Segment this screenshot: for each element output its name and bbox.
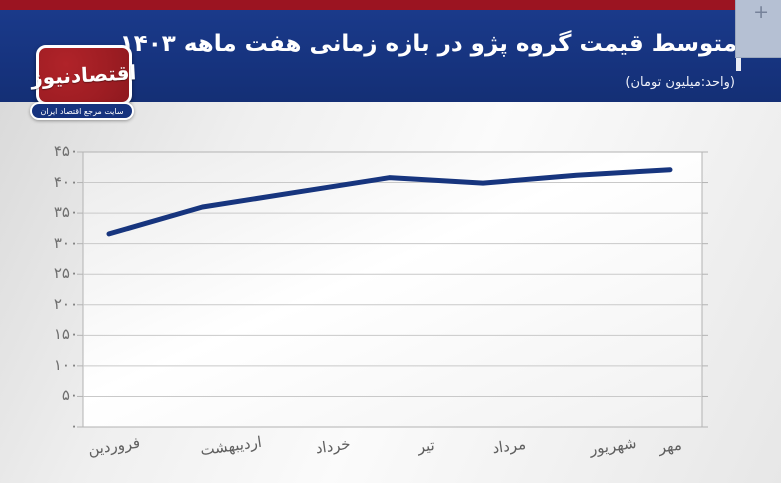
y-axis-tick-label: ۲۵۰ (53, 264, 78, 283)
y-axis-tick-label: ۴۰۰ (53, 172, 78, 191)
zoom-in-icon[interactable]: + (753, 1, 769, 23)
y-axis-tick-label: ۳۵۰ (53, 203, 78, 222)
y-axis-tick-label: ۵۰ (61, 386, 78, 405)
y-axis-tick-label: ۱۵۰ (53, 325, 78, 344)
x-axis-month-label: مهر (657, 435, 683, 457)
plot-frame (82, 151, 703, 428)
zoom-controls-panel (735, 0, 781, 58)
x-axis-month-label: تیر (415, 435, 436, 457)
y-axis-tick-label: ۲۰۰ (53, 294, 78, 313)
logo: اقتصادنیوز (31, 45, 137, 105)
price-series-line (106, 167, 673, 237)
y-axis-tick-label: ۰ (69, 417, 78, 435)
top-accent-bar (0, 0, 781, 10)
unit-label: (واحد:میلیون تومان) (625, 75, 735, 90)
logo-tagline-pill: سایت مرجع اقتصاد ایران (30, 102, 134, 120)
y-axis-tick-label: ۳۰۰ (53, 233, 78, 252)
page-title: متوسط قیمت گروه پژو در بازه زمانی هفت ما… (119, 31, 737, 57)
logo-text: اقتصادنیوز (30, 60, 138, 90)
y-axis-tick-label: ۱۰۰ (53, 355, 78, 374)
y-axis-tick-label: ۴۵۰ (53, 142, 78, 160)
logo-tagline: سایت مرجع اقتصاد ایران (40, 106, 124, 116)
